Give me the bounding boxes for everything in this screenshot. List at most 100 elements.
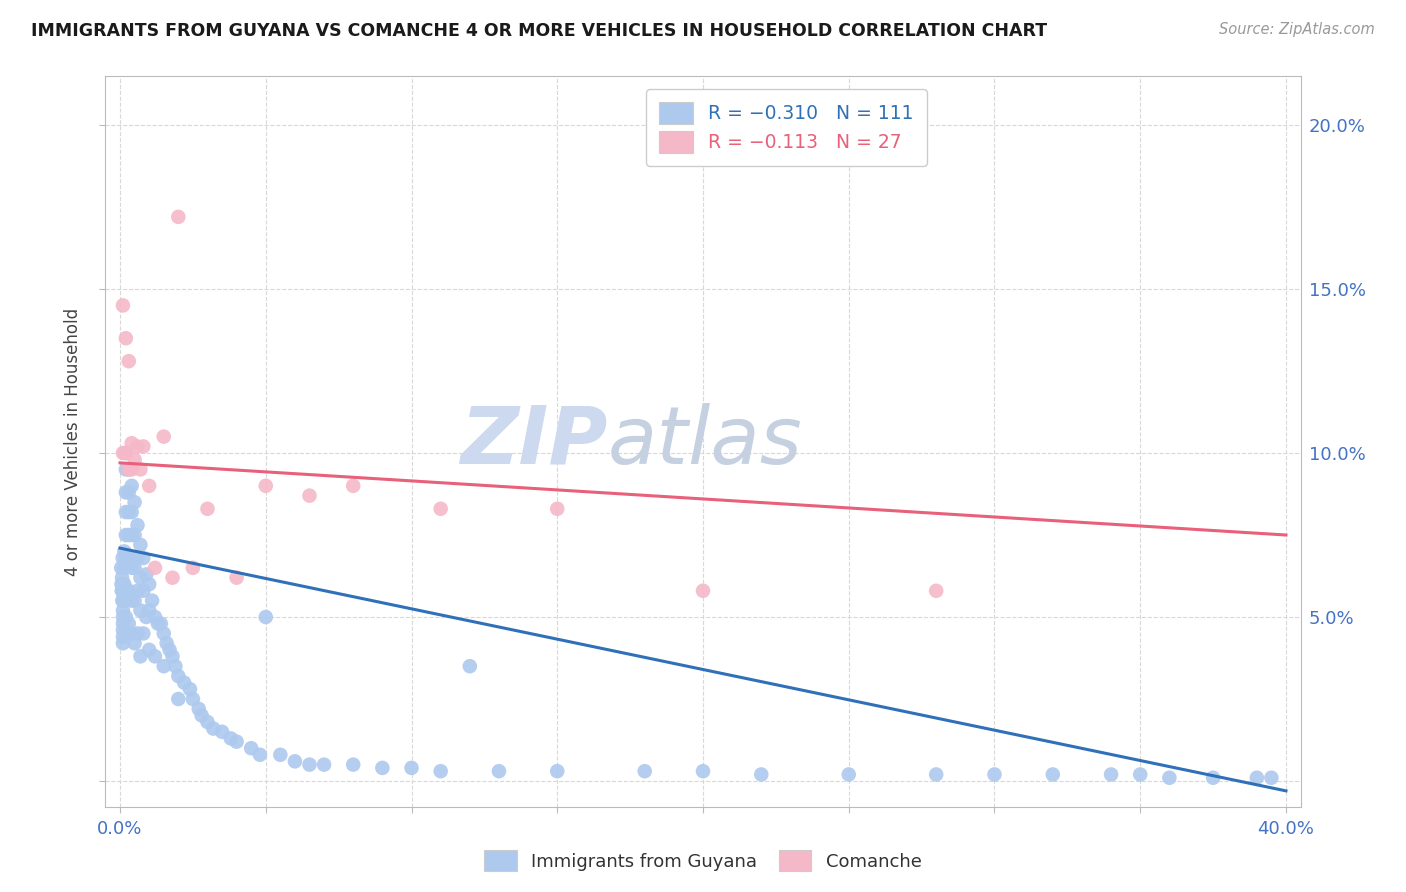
Point (121, 505, 143, 519)
Legend: Immigrants from Guyana, Comanche: Immigrants from Guyana, Comanche (477, 843, 929, 879)
Point (111, 583, 134, 598)
Point (143, 561, 166, 575)
Point (135, 567, 157, 582)
Point (112, 593, 135, 607)
Point (162, 571, 184, 585)
Point (115, 331, 138, 345)
Point (121, 561, 143, 575)
Point (111, 593, 134, 607)
Point (546, 764, 568, 779)
Point (111, 583, 134, 598)
Point (112, 561, 135, 575)
Point (138, 603, 160, 617)
Point (254, 479, 277, 493)
Point (152, 626, 174, 640)
Point (1260, 771, 1282, 785)
Point (132, 583, 155, 598)
Text: Source: ZipAtlas.com: Source: ZipAtlas.com (1219, 22, 1375, 37)
Point (129, 538, 152, 552)
Point (143, 610, 166, 624)
Y-axis label: 4 or more Vehicles in Household: 4 or more Vehicles in Household (63, 308, 82, 575)
Point (225, 734, 247, 748)
Point (115, 446, 138, 460)
Point (121, 593, 143, 607)
Point (124, 636, 146, 650)
Point (121, 436, 143, 450)
Point (124, 528, 146, 542)
Point (111, 603, 134, 617)
Text: IMMIGRANTS FROM GUYANA VS COMANCHE 4 OR MORE VEHICLES IN HOUSEHOLD CORRELATION C: IMMIGRANTS FROM GUYANA VS COMANCHE 4 OR … (31, 22, 1047, 40)
Point (1246, 771, 1268, 785)
Point (115, 551, 138, 566)
Point (115, 485, 138, 500)
Point (115, 462, 138, 476)
Point (181, 561, 204, 575)
Point (118, 354, 141, 368)
Point (115, 610, 138, 624)
Point (1159, 771, 1181, 785)
Point (138, 479, 160, 493)
Point (162, 649, 184, 664)
Point (284, 755, 307, 769)
Point (118, 505, 141, 519)
Point (152, 659, 174, 673)
Point (141, 593, 163, 607)
Point (127, 440, 149, 454)
Point (118, 616, 141, 631)
Point (118, 462, 141, 476)
Point (129, 462, 152, 476)
Point (749, 767, 772, 781)
Point (149, 616, 172, 631)
Point (983, 767, 1005, 781)
Point (121, 479, 143, 493)
Point (124, 452, 146, 467)
Legend: R = −0.310   N = 111, R = −0.113   N = 27: R = −0.310 N = 111, R = −0.113 N = 27 (647, 89, 927, 166)
Point (546, 501, 568, 516)
Point (1099, 767, 1122, 781)
Point (111, 593, 134, 607)
Point (197, 714, 219, 729)
Point (129, 649, 152, 664)
Point (159, 642, 181, 657)
Point (135, 610, 157, 624)
Point (179, 682, 201, 697)
Point (429, 764, 451, 779)
Point (115, 505, 138, 519)
Point (121, 528, 143, 542)
Point (115, 583, 138, 598)
Point (112, 577, 135, 591)
Point (132, 626, 155, 640)
Point (121, 626, 143, 640)
Point (692, 583, 714, 598)
Text: atlas: atlas (607, 402, 803, 481)
Point (143, 649, 166, 664)
Point (118, 551, 141, 566)
Point (925, 767, 948, 781)
Point (371, 761, 394, 775)
Point (111, 571, 134, 585)
Point (211, 724, 233, 739)
Point (132, 440, 155, 454)
Point (129, 603, 152, 617)
Point (925, 583, 948, 598)
Point (111, 616, 134, 631)
Point (219, 731, 242, 746)
Point (167, 669, 190, 683)
Point (167, 210, 190, 224)
Point (692, 764, 714, 779)
Point (190, 708, 212, 723)
Point (127, 626, 149, 640)
Point (342, 757, 364, 772)
Point (118, 462, 141, 476)
Point (167, 692, 190, 706)
Point (112, 544, 135, 558)
Point (254, 610, 277, 624)
Point (202, 722, 225, 736)
Point (111, 446, 134, 460)
Point (121, 462, 143, 476)
Point (118, 485, 141, 500)
Point (1129, 767, 1152, 781)
Point (132, 551, 155, 566)
Point (138, 642, 160, 657)
Point (127, 551, 149, 566)
